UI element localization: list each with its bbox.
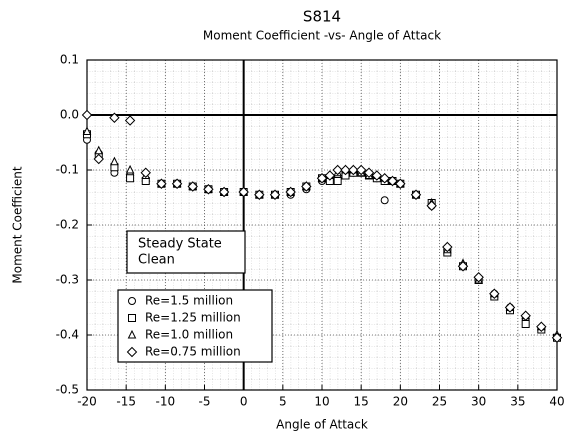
marker <box>379 173 390 184</box>
marker <box>109 112 120 123</box>
marker <box>301 181 312 192</box>
y-tick-label: 0.0 <box>60 108 79 122</box>
legend-label: Re=1.25 million <box>145 311 241 325</box>
marker <box>218 186 230 198</box>
marker <box>504 302 516 313</box>
y-tick-label: -0.1 <box>56 163 79 177</box>
annotation: Steady State <box>138 237 222 252</box>
marker <box>324 170 336 181</box>
marker <box>171 178 183 189</box>
marker <box>81 109 93 121</box>
marker <box>371 170 383 181</box>
marker <box>442 241 453 253</box>
marker <box>156 178 167 189</box>
marker <box>340 164 351 176</box>
y-tick-label: 0.1 <box>60 53 79 67</box>
marker <box>316 173 328 184</box>
x-tick-label: 35 <box>510 395 525 409</box>
marker <box>457 261 469 272</box>
x-tick-label: 0 <box>240 395 248 409</box>
y-axis-label: Moment Coefficient <box>11 166 25 284</box>
legend-marker <box>128 314 136 322</box>
marker <box>125 164 135 174</box>
plot-frame <box>86 59 558 391</box>
marker <box>238 186 249 198</box>
x-tick-label: -10 <box>156 395 176 409</box>
marker <box>426 200 437 211</box>
marker <box>387 175 398 187</box>
chart-title: S814 <box>303 8 341 26</box>
marker <box>126 174 135 183</box>
marker <box>363 167 375 178</box>
marker <box>395 178 406 189</box>
marker <box>93 153 104 165</box>
x-tick-label: 25 <box>432 395 447 409</box>
legend <box>117 289 273 363</box>
marker <box>520 310 531 321</box>
marker <box>536 321 547 332</box>
x-tick-label: -15 <box>116 395 136 409</box>
x-tick-label: 40 <box>549 395 564 409</box>
chart-subtitle: Moment Coefficient -vs- Angle of Attack <box>203 29 441 43</box>
legend-label: Re=0.75 million <box>145 345 241 359</box>
marker <box>410 189 422 200</box>
marker <box>473 272 484 283</box>
annotation-box <box>126 230 246 274</box>
annotation: Clean <box>138 253 175 268</box>
x-tick-label: -5 <box>199 395 211 409</box>
x-tick-label: 15 <box>354 395 369 409</box>
legend-marker <box>128 297 136 305</box>
marker <box>124 115 136 126</box>
marker <box>332 164 343 176</box>
marker <box>380 196 389 205</box>
x-tick-label: 30 <box>471 395 486 409</box>
marker <box>333 177 342 185</box>
x-tick-label: 5 <box>279 395 287 409</box>
x-axis-label: Angle of Attack <box>276 418 368 432</box>
marker <box>110 156 119 166</box>
x-tick-label: 20 <box>393 395 408 409</box>
legend-marker <box>126 346 138 358</box>
x-tick-label: 10 <box>314 395 329 409</box>
marker <box>269 189 281 200</box>
y-tick-label: -0.3 <box>56 273 79 287</box>
marker <box>521 320 530 328</box>
marker <box>348 164 359 176</box>
legend-label: Re=1.0 million <box>145 328 233 342</box>
marker <box>355 164 367 176</box>
marker <box>203 184 214 195</box>
marker <box>551 332 563 343</box>
y-tick-label: -0.2 <box>56 218 79 232</box>
legend-marker <box>127 329 137 339</box>
marker <box>94 145 104 155</box>
marker <box>140 167 151 178</box>
marker <box>82 126 92 135</box>
y-tick-label: -0.5 <box>56 383 79 397</box>
x-tick-label: -20 <box>77 395 97 409</box>
legend-label: Re=1.5 million <box>145 294 233 308</box>
marker <box>187 181 198 192</box>
y-tick-label: -0.4 <box>56 328 79 342</box>
marker <box>489 288 500 299</box>
marker <box>254 189 265 200</box>
marker <box>285 186 296 198</box>
